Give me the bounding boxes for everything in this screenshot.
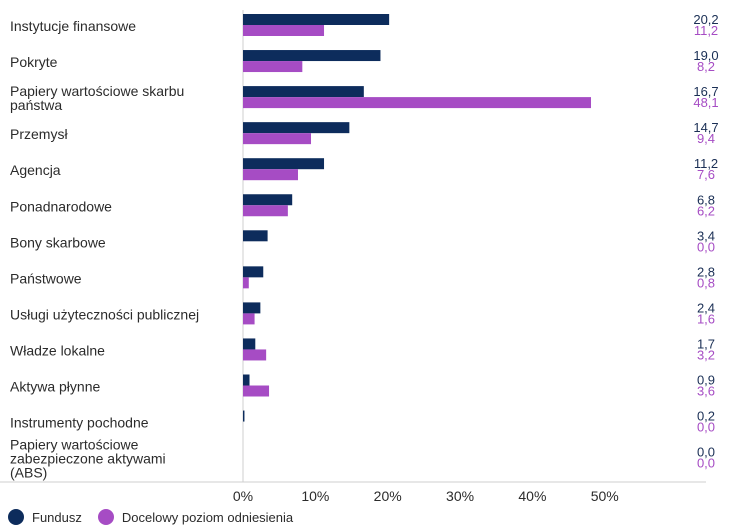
- x-tick-label: 30%: [446, 488, 474, 504]
- bar-benchmark: [243, 205, 288, 217]
- value-label-benchmark: 8,2: [697, 59, 715, 74]
- value-label-fundusz: 11,2: [694, 156, 718, 171]
- value-label-benchmark: 0,0: [697, 239, 715, 254]
- x-tick-label: 40%: [518, 488, 546, 504]
- bar-fundusz: [243, 338, 256, 350]
- value-label-fundusz: 14,7: [693, 120, 718, 135]
- category-label: Instytucje finansowe: [10, 18, 136, 34]
- x-tick-label: 0%: [233, 488, 253, 504]
- category-label: Instrumenty pochodne: [10, 415, 149, 431]
- bar-fundusz: [243, 194, 293, 206]
- bar-fundusz: [243, 122, 350, 134]
- category-label: Państwowe: [10, 270, 82, 286]
- category-label: Papiery wartościowe zabezpieczone aktywam…: [10, 437, 166, 481]
- value-label-benchmark: 0,8: [697, 275, 715, 290]
- legend-item-fundusz: Fundusz: [8, 509, 82, 525]
- value-label-benchmark: 7,6: [697, 167, 715, 182]
- value-label-benchmark: 48,1: [693, 95, 718, 110]
- bar-fundusz: [243, 50, 381, 62]
- x-tick-label: 50%: [591, 488, 619, 504]
- bar-fundusz: [243, 158, 325, 170]
- value-label-fundusz: 16,7: [693, 84, 718, 99]
- category-label: Przemysł: [10, 126, 68, 142]
- legend-label-benchmark: Docelowy poziom odniesienia: [121, 509, 294, 525]
- category-label: Władze lokalne: [10, 342, 105, 358]
- bar-fundusz: [243, 374, 250, 386]
- bar-benchmark: [243, 97, 592, 109]
- bar-benchmark: [243, 133, 312, 145]
- legend-swatch-benchmark: [97, 509, 114, 525]
- category-label: Ponadnarodowe: [10, 198, 112, 214]
- bar-fundusz: [243, 230, 268, 242]
- value-label-benchmark: 11,2: [694, 23, 718, 38]
- x-tick-label: 10%: [301, 488, 329, 504]
- value-label-benchmark: 3,2: [697, 347, 715, 362]
- value-label-fundusz: 0,9: [697, 373, 715, 388]
- value-label-benchmark: 0,0: [697, 420, 715, 435]
- bar-benchmark: [243, 385, 270, 397]
- value-label-fundusz: 6,8: [697, 192, 715, 207]
- value-label-fundusz: 0,0: [697, 445, 715, 460]
- bar-fundusz: [243, 266, 264, 278]
- bar-fundusz: [243, 410, 245, 422]
- bar-benchmark: [243, 169, 298, 181]
- category-label: Agencja: [10, 162, 61, 178]
- value-label-fundusz: 2,8: [697, 264, 715, 279]
- bar-fundusz: [243, 14, 390, 25]
- value-label-fundusz: 2,4: [697, 300, 715, 315]
- bar-benchmark: [243, 25, 325, 36]
- value-label-fundusz: 3,4: [697, 228, 715, 243]
- bar-benchmark: [243, 277, 249, 289]
- legend-item-benchmark: Docelowy poziom odniesienia: [97, 509, 294, 525]
- value-label-benchmark: 0,0: [697, 456, 715, 471]
- value-label-benchmark: 1,6: [697, 311, 715, 326]
- bar-fundusz: [243, 302, 261, 314]
- value-label-fundusz: 0,2: [697, 409, 715, 424]
- bar-benchmark: [243, 61, 303, 73]
- legend-swatch-fundusz: [8, 509, 24, 525]
- legend-label-fundusz: Fundusz: [32, 509, 82, 525]
- category-label: Usługi użyteczności publicznej: [10, 306, 199, 322]
- category-label: Papiery wartościowe skarbu państwa: [10, 83, 184, 113]
- value-label-fundusz: 19,0: [693, 48, 718, 63]
- x-tick-label: 20%: [374, 488, 402, 504]
- chart-legend: Fundusz Docelowy poziom odniesienia: [8, 509, 309, 525]
- value-label-fundusz: 1,7: [697, 336, 715, 351]
- bar-benchmark: [243, 349, 267, 361]
- value-label-benchmark: 9,4: [697, 131, 715, 146]
- value-label-benchmark: 3,6: [697, 384, 715, 399]
- category-label: Pokryte: [10, 54, 58, 70]
- bar-benchmark: [243, 313, 255, 325]
- bar-fundusz: [243, 86, 364, 98]
- category-label: Aktywa płynne: [10, 379, 100, 395]
- category-label: Bony skarbowe: [10, 234, 106, 250]
- value-label-benchmark: 6,2: [697, 203, 715, 218]
- value-label-fundusz: 20,2: [693, 12, 718, 27]
